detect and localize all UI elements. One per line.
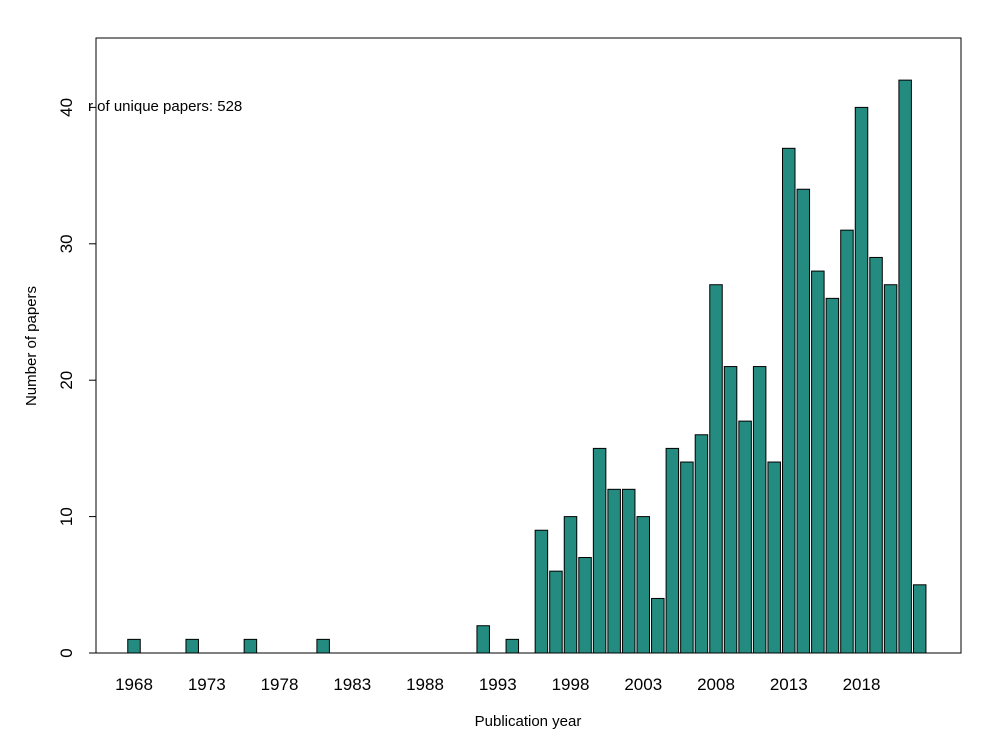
x-tick-label: 1998 bbox=[552, 675, 590, 694]
bar-2003 bbox=[636, 516, 650, 654]
x-tick-label: 1993 bbox=[479, 675, 517, 694]
y-tick-label: 30 bbox=[57, 234, 76, 253]
bar-2017 bbox=[840, 229, 854, 654]
x-axis: 1968 1973 1978 1983 1988 1993 1998 2003 2008 2013… bbox=[115, 675, 880, 694]
bar-2004 bbox=[651, 597, 665, 654]
x-tick-label: 1968 bbox=[115, 675, 153, 694]
x-tick-label: 1988 bbox=[406, 675, 444, 694]
bar-2016 bbox=[825, 297, 840, 654]
bar-2011 bbox=[752, 366, 767, 654]
bar-2005 bbox=[665, 447, 680, 654]
bar-2009 bbox=[723, 366, 738, 654]
bar-2021 bbox=[898, 79, 912, 654]
y-tick-label: 40 bbox=[57, 98, 76, 117]
x-tick-label: 2018 bbox=[843, 675, 881, 694]
bar-1992 bbox=[476, 625, 490, 654]
plot-frame bbox=[95, 37, 962, 654]
bar-2012 bbox=[767, 461, 781, 654]
y-axis-label: Number of papers bbox=[23, 286, 40, 406]
bar-2022 bbox=[912, 584, 927, 654]
bar-2010 bbox=[738, 420, 752, 654]
bar-2008 bbox=[709, 284, 723, 654]
bar-1968 bbox=[127, 638, 141, 654]
y-tick-label: 10 bbox=[57, 507, 76, 526]
y-tick-label: 20 bbox=[57, 371, 76, 390]
bar-2014 bbox=[796, 188, 811, 654]
annotation-text: r of unique papers: 528 bbox=[88, 98, 242, 115]
bar-2018 bbox=[854, 106, 869, 654]
bar-1999 bbox=[578, 557, 592, 654]
x-tick-label: 2003 bbox=[624, 675, 662, 694]
x-tick-label: 2013 bbox=[770, 675, 808, 694]
x-tick-label: 1978 bbox=[261, 675, 299, 694]
bar-1997 bbox=[549, 570, 563, 654]
x-tick-label: 1973 bbox=[188, 675, 226, 694]
bar-2002 bbox=[621, 488, 636, 654]
bar-2019 bbox=[869, 256, 883, 654]
bar-1972 bbox=[185, 638, 199, 654]
bar-2001 bbox=[607, 488, 621, 654]
bar-1998 bbox=[563, 516, 578, 654]
x-tick-label: 1983 bbox=[333, 675, 371, 694]
bar-2006 bbox=[680, 461, 694, 654]
bar-2013 bbox=[782, 147, 796, 654]
bar-2000 bbox=[592, 447, 607, 654]
bar-1976 bbox=[243, 638, 258, 654]
bar-1994 bbox=[505, 638, 520, 654]
bar-2007 bbox=[694, 434, 709, 654]
x-axis-label: Publication year bbox=[475, 713, 582, 730]
y-tick-label: 0 bbox=[57, 648, 76, 657]
bar-1981 bbox=[316, 638, 330, 654]
x-tick-label: 2008 bbox=[697, 675, 735, 694]
bar-2020 bbox=[883, 284, 898, 654]
bars-group bbox=[127, 79, 927, 654]
bar-2015 bbox=[811, 270, 825, 654]
bar-1996 bbox=[534, 529, 549, 654]
y-axis: 0 10 20 30 40 bbox=[57, 98, 96, 658]
